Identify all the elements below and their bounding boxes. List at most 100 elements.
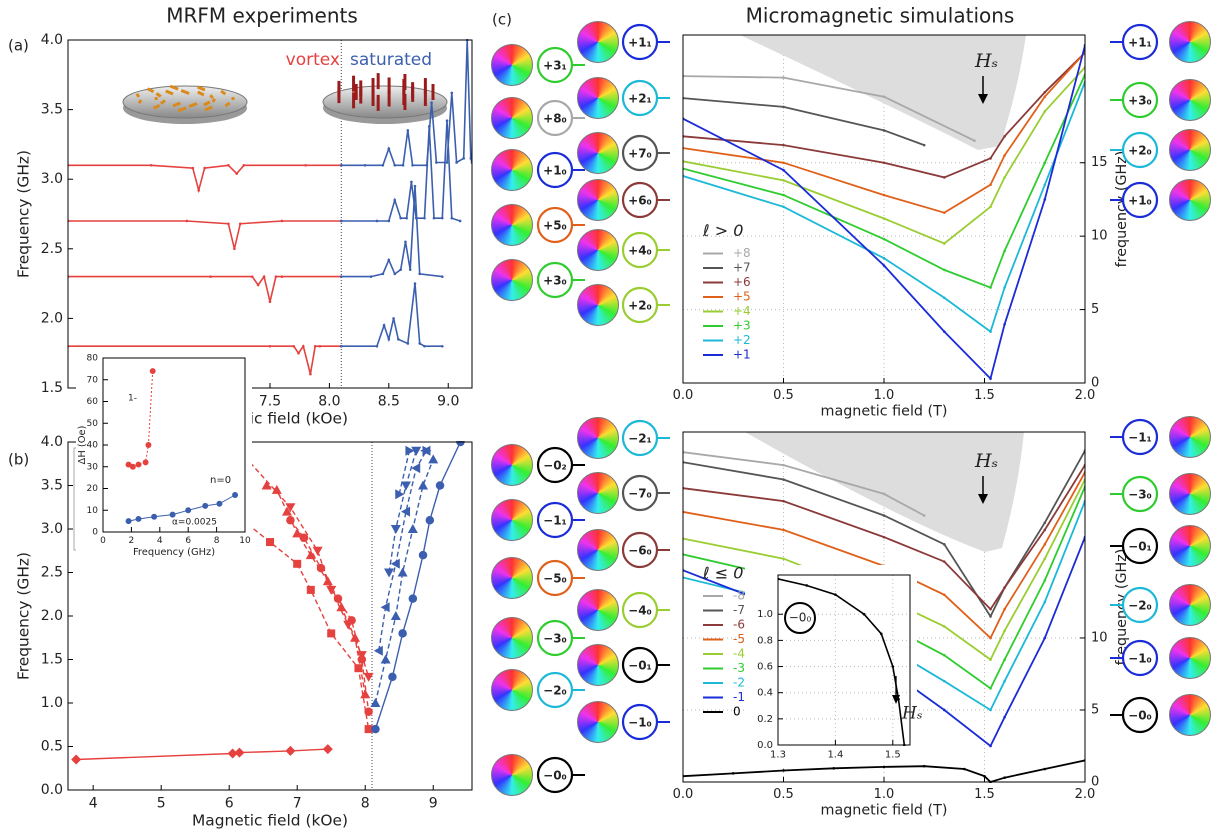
marker	[418, 480, 429, 490]
mode-ring	[621, 474, 659, 512]
mode-ring	[536, 446, 574, 484]
x-axis-label: magnetic field (T)	[821, 803, 948, 819]
point	[393, 163, 397, 167]
point	[943, 268, 946, 272]
mode-ring	[621, 646, 659, 684]
mode-icon	[1169, 129, 1211, 171]
series-line	[683, 81, 1085, 334]
mode-icon	[1169, 694, 1211, 736]
plot-frame	[777, 574, 911, 746]
point	[430, 101, 433, 104]
mode-ring	[621, 419, 659, 457]
point	[427, 125, 431, 128]
point	[943, 330, 946, 333]
point	[882, 256, 886, 260]
marker	[343, 620, 354, 630]
mode-icon	[491, 204, 533, 246]
point	[445, 161, 449, 164]
mode-icon	[577, 589, 619, 631]
marker	[401, 481, 412, 491]
mode-ring	[536, 501, 574, 539]
mode-label: −2₀	[1128, 599, 1152, 613]
mode-label: +8₀	[543, 112, 567, 126]
mode-label: +6₀	[628, 194, 652, 208]
x-tick-label: 8.5	[378, 393, 400, 409]
mode-icon	[1169, 584, 1211, 626]
spin	[197, 90, 205, 97]
point	[440, 344, 444, 348]
mode-label: −4₀	[628, 604, 652, 618]
point	[369, 275, 373, 278]
point	[405, 216, 408, 220]
marker	[388, 672, 397, 682]
mode-ring	[621, 134, 659, 172]
marker	[71, 754, 82, 765]
annotation: α=0.0025	[172, 518, 217, 528]
mode-label: +1₀	[543, 164, 567, 178]
mode-ring	[621, 23, 659, 61]
mode-label: −1₀	[628, 716, 652, 730]
mode-icon	[577, 284, 619, 326]
series-label: 1-	[128, 394, 137, 404]
spin	[180, 89, 190, 95]
point	[943, 296, 946, 300]
series-line	[683, 464, 1085, 611]
point	[922, 514, 926, 517]
point	[262, 275, 266, 278]
mode-label: −0₀	[1128, 709, 1152, 723]
x-axis-label: magnetic field (T)	[821, 404, 948, 420]
point	[339, 344, 343, 348]
x-tick-label: 8	[361, 795, 370, 811]
mode-icon	[491, 149, 533, 191]
series-line	[683, 97, 925, 146]
mode-label: +5₀	[543, 219, 567, 233]
marker	[435, 481, 445, 490]
marker	[306, 585, 315, 594]
y-tick-label: 60	[87, 397, 99, 407]
annotation: Hₛ	[974, 450, 998, 472]
x-tick-label: 7.5	[259, 393, 281, 409]
marker	[305, 550, 316, 560]
legend-label: -2	[733, 676, 745, 690]
point	[411, 163, 414, 167]
point	[301, 344, 305, 348]
mode-label: −1₁	[1128, 431, 1152, 445]
point	[782, 557, 785, 561]
point	[318, 344, 322, 348]
point	[339, 163, 343, 167]
point	[862, 612, 866, 616]
mode-icon	[491, 617, 533, 659]
mode-icon	[491, 499, 533, 541]
point	[191, 166, 195, 170]
legend-label: +1	[733, 348, 751, 362]
spin	[169, 84, 179, 91]
marker	[145, 442, 152, 448]
mode-icon	[491, 754, 533, 796]
point	[1043, 95, 1047, 98]
marker	[390, 558, 400, 569]
mode-label: +1₁	[1128, 36, 1152, 50]
point	[989, 157, 992, 160]
marker	[401, 506, 411, 517]
plot-frame	[67, 441, 473, 791]
marker	[390, 611, 401, 620]
marker	[299, 533, 309, 542]
x-tick-label: 1.0	[874, 787, 895, 802]
point	[1043, 579, 1047, 582]
point	[406, 129, 410, 132]
y-tick-label: 0.6	[757, 662, 773, 673]
marker	[322, 576, 333, 586]
point	[435, 161, 438, 164]
marker	[390, 525, 401, 534]
point	[297, 351, 300, 355]
point	[462, 157, 465, 160]
mode-label: −0₀	[543, 769, 567, 783]
mode-icon	[577, 701, 619, 743]
x-tick-label: 1.5	[974, 787, 995, 802]
legend-label: -1	[733, 690, 745, 704]
marker	[216, 500, 223, 507]
marker	[405, 445, 415, 456]
point	[989, 744, 992, 748]
marker	[271, 484, 282, 494]
mode-ring	[536, 671, 574, 709]
